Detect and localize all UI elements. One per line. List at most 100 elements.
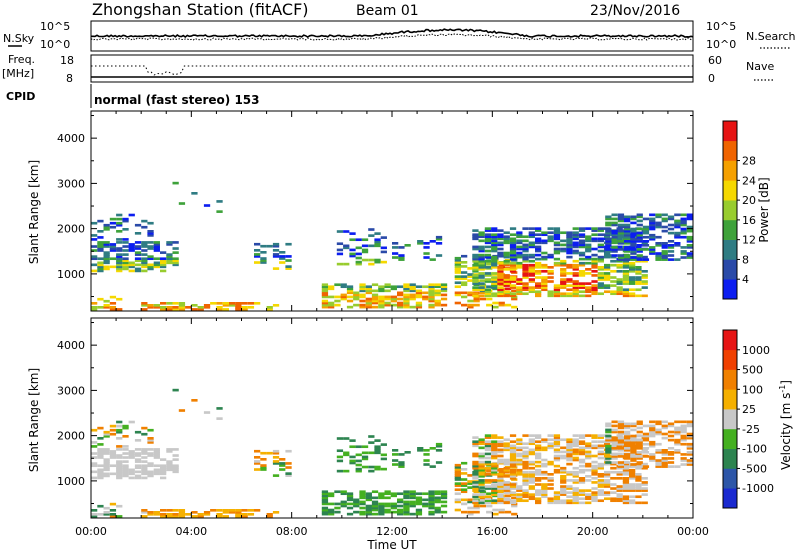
power-cell: [686, 217, 693, 221]
velocity-cell: [241, 513, 248, 516]
velocity-cell: [478, 464, 485, 468]
velocity-cell: [522, 452, 529, 456]
power-cell: [359, 295, 366, 299]
velocity-cell: [535, 477, 542, 480]
velocity-cell: [566, 450, 573, 454]
velocity-cell: [397, 492, 404, 496]
velocity-cell: [585, 446, 592, 450]
power-cell: [134, 257, 142, 261]
velocity-cell: [641, 462, 648, 466]
power-cell: [472, 255, 479, 259]
velocity-cell: [605, 455, 612, 458]
power-cell: [522, 257, 529, 261]
power-cell: [216, 306, 223, 309]
velocity-cell: [547, 501, 554, 505]
power-cell: [667, 258, 675, 261]
velocity-cell: [178, 515, 186, 518]
power-cell: [630, 240, 637, 243]
velocity-cell: [272, 449, 280, 453]
power-cell: [560, 284, 567, 287]
ytick-label: 1000: [57, 475, 85, 488]
power-cell: [378, 285, 385, 289]
power-cell: [591, 286, 598, 289]
power-cell: [371, 297, 379, 301]
power-cell: [355, 252, 362, 256]
velocity-cell: [97, 472, 104, 476]
velocity-cell: [541, 462, 548, 466]
power-cell: [378, 303, 385, 307]
power-cell: [484, 227, 492, 230]
velocity-cell: [472, 475, 479, 478]
power-cell: [541, 233, 548, 237]
power-cell: [572, 284, 579, 287]
velocity-cell: [617, 465, 625, 468]
power-cell: [461, 281, 468, 285]
velocity-cell: [604, 485, 611, 488]
velocity-cell: [635, 477, 642, 480]
velocity-cell: [374, 467, 381, 471]
velocity-cell: [522, 446, 529, 450]
power-cell: [435, 254, 443, 257]
power-cell: [541, 280, 548, 283]
xtick-label: 08:00: [276, 525, 308, 538]
velocity-cell: [535, 493, 542, 496]
power-cell: [509, 266, 517, 269]
power-cell: [260, 261, 267, 264]
velocity-cell: [553, 493, 561, 496]
velocity-cell: [661, 459, 668, 462]
velocity-cell: [403, 506, 410, 510]
power-cell: [397, 293, 404, 297]
velocity-cell: [247, 513, 255, 516]
velocity-cell: [667, 422, 675, 426]
power-cell: [91, 255, 98, 258]
power-cell: [97, 219, 104, 223]
velocity-cell: [403, 492, 410, 496]
velocity-cell: [649, 453, 656, 456]
velocity-cell: [635, 479, 642, 482]
power-cell: [222, 308, 229, 311]
velocity-cell: [591, 470, 598, 474]
power-cell: [122, 253, 129, 256]
power-cell: [604, 278, 611, 281]
velocity-cell: [160, 466, 167, 470]
velocity-cell: [566, 473, 573, 476]
power-cell: [624, 227, 631, 231]
velocity-cell: [122, 426, 129, 430]
velocity-cell: [97, 443, 104, 446]
velocity-cell: [509, 473, 517, 476]
velocity-cell: [560, 468, 567, 472]
power-cell: [553, 247, 561, 251]
velocity-cell: [630, 428, 637, 432]
velocity-cell: [604, 458, 611, 462]
power-cell: [610, 284, 617, 287]
velocity-cell: [572, 497, 579, 501]
velocity-cell: [371, 508, 379, 512]
power-cell: [484, 235, 492, 239]
velocity-cell: [591, 444, 598, 448]
power-cell: [522, 259, 529, 263]
velocity-cell: [172, 388, 179, 392]
power-cell: [336, 262, 344, 266]
power-cell: [279, 255, 286, 258]
power-cell: [334, 283, 341, 287]
velocity-cell: [141, 509, 148, 512]
velocity-cell: [336, 459, 344, 463]
noise-search-series: [90, 33, 694, 41]
power-cell: [585, 255, 592, 259]
noise-left-tick-top: 10^5: [40, 20, 70, 33]
velocity-cell: [522, 456, 529, 460]
power-cell: [440, 287, 448, 291]
velocity-cell: [403, 504, 410, 508]
velocity-cell: [591, 454, 598, 458]
velocity-cell: [415, 492, 423, 496]
power-cell: [622, 237, 630, 241]
power-cell: [374, 260, 381, 264]
velocity-cell: [617, 440, 625, 444]
power-cell: [629, 276, 636, 279]
velocity-cell: [516, 489, 523, 492]
power-cell: [655, 213, 662, 217]
velocity-cell: [674, 428, 681, 432]
power-cell: [467, 299, 474, 303]
power-cell: [597, 286, 604, 289]
power-cell: [641, 294, 648, 298]
